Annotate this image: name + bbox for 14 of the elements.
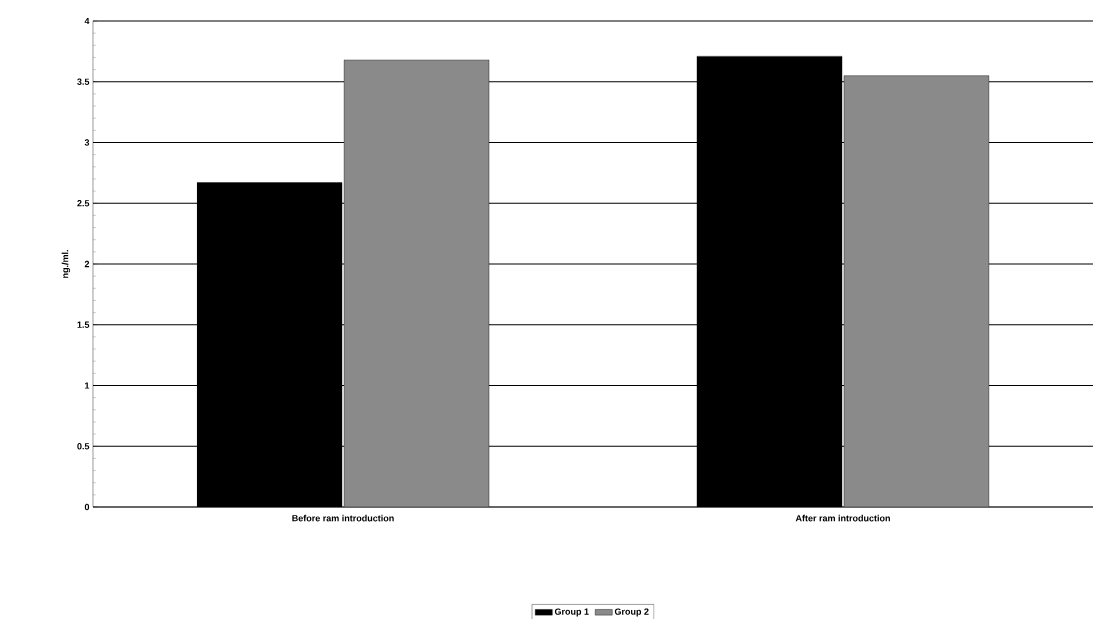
x-tick-label: After ram introduction <box>795 514 890 522</box>
legend-label: Group 2 <box>614 608 649 617</box>
y-tick-label: 2.5 <box>77 200 90 207</box>
y-tick-label: 4 <box>84 17 90 25</box>
y-tick-label: 1 <box>85 382 90 389</box>
x-tick-label: Before ram introduction <box>292 514 394 522</box>
y-tick-label: 1.5 <box>77 321 90 328</box>
y-tick-label: 0 <box>84 503 90 511</box>
y-axis-title: ng./ml. <box>61 250 71 278</box>
y-tick-label: 0.5 <box>77 443 90 450</box>
y-tick-label: 2 <box>84 260 90 268</box>
legend-label: Group 1 <box>554 608 589 617</box>
y-tick-label: 3 <box>84 139 90 146</box>
y-tick-label: 3.5 <box>77 78 90 85</box>
